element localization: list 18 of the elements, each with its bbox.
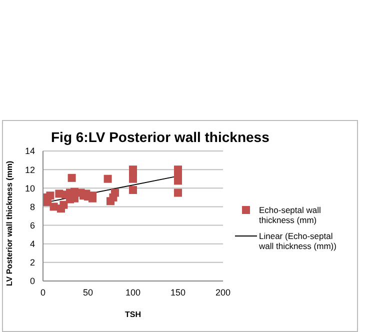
x-tick-label: 150 (170, 287, 186, 298)
y-tick-label: 4 (30, 239, 35, 250)
y-tick-label: 0 (30, 276, 35, 286)
legend-label: Linear (Echo-septal wall thickness (mm)) (259, 231, 338, 251)
x-tick-label: 100 (125, 287, 141, 298)
x-tick-label: 50 (82, 287, 94, 298)
x-tick-label: 200 (215, 287, 231, 298)
chart-title: Fig 6:LV Posterior wall thickness (50, 129, 270, 145)
y-tick-label: 8 (30, 202, 35, 212)
x-axis-title: TSH (125, 310, 142, 319)
y-axis-title: LV Posterior wall thickness (mm) (4, 160, 14, 286)
y-tick-label: 2 (30, 258, 35, 268)
y-tick-label: 12 (24, 164, 35, 175)
legend-label: Echo-septal wall thickness (mm) (259, 205, 322, 225)
y-tick-label: 14 (24, 146, 35, 156)
y-tick-label: 10 (24, 183, 35, 194)
y-tick-label: 6 (30, 220, 35, 230)
x-tick-label: 0 (40, 287, 46, 298)
